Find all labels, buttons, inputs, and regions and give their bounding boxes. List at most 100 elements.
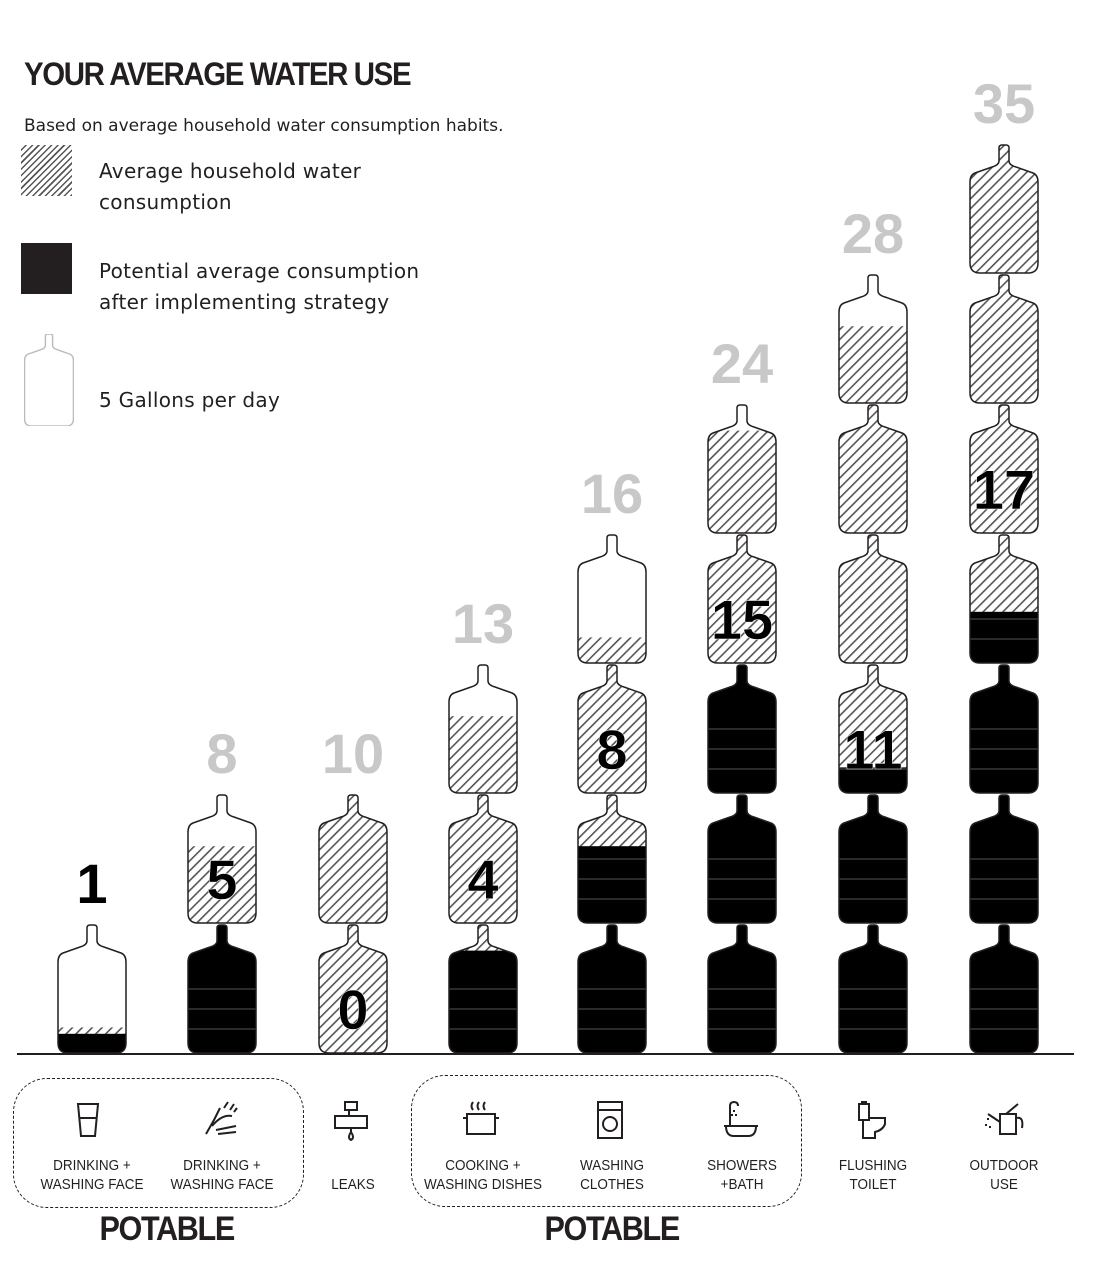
potential-value-label: 17 [973,458,1035,521]
average-value-label: 24 [711,332,773,395]
potential-fill [58,1033,126,1053]
potential-value-label: 15 [711,588,773,651]
average-fill [839,326,907,403]
bottle-icon [970,275,1038,403]
category-label-line1: FLUSHING [838,1157,908,1174]
legend-black-line2: after implementing strategy [99,290,390,314]
bottle-icon [970,145,1038,273]
average-fill [449,716,517,793]
subtitle: Based on average household water consump… [24,116,504,136]
potable-group-2 [411,1075,802,1207]
watering-can-icon [984,1100,1024,1146]
potential-value-label: 5 [206,848,237,911]
average-fill [578,637,646,663]
average-fill [319,795,387,923]
potential-value-label: 8 [596,718,627,781]
bar-column: 10 0 [318,722,388,1054]
category-label-line2: WASHING FACE [170,1176,274,1193]
bottle-icon [839,405,907,533]
bottle-icon [708,405,776,533]
average-fill [839,405,907,533]
potable-label-2: POTABLE [544,1210,680,1248]
category-label-line2: WASHING DISHES [423,1176,543,1193]
bottle-icon [970,795,1038,923]
category-label-line2: LEAKS [331,1176,375,1193]
bottle-icon [578,535,646,663]
legend-hatched-swatch [21,145,72,196]
bar-column: 35 17 [969,72,1039,1054]
category-label-line2: WASHING FACE [40,1176,144,1193]
category-label: COOKING + WASHING DISHES [420,1156,546,1194]
shower-bath-icon [722,1100,762,1146]
category-label-line1: SHOWERS [707,1157,777,1174]
cooking-pot-icon [463,1100,503,1146]
bottle-icon [578,795,646,923]
bottle-icon [839,795,907,923]
category-label: FLUSHING TOILET [810,1156,936,1194]
toilet-icon [853,1100,893,1146]
potable-label-1: POTABLE [99,1210,235,1248]
category-label: DRINKING + WASHING FACE [29,1156,155,1194]
category-label-line1: OUTDOOR [969,1157,1039,1174]
average-value-label: 16 [581,462,643,525]
legend-bottle-icon [24,334,74,426]
bar-column: 13 4 [448,592,518,1054]
potable-group-1 [13,1078,304,1208]
average-value-label: 1 [76,852,107,915]
category-label: SHOWERS +BATH [679,1156,805,1194]
legend-hatched-line2: consumption [99,190,232,214]
average-value-label: 8 [206,722,237,785]
glass-icon [72,1100,112,1146]
bottle-icon [58,925,126,1053]
potential-value-label: 11 [843,718,902,781]
bottle-icon [319,795,387,923]
bar-column: 16 8 [577,462,647,1054]
average-fill [188,846,256,923]
legend-hatched-label: Average household water consumption [99,156,361,218]
bottle-icon [188,925,256,1053]
average-fill [708,430,776,533]
bottle-icon [449,665,517,793]
bottle-icon [970,665,1038,793]
category-label: DRINKING + WASHING FACE [159,1156,285,1194]
category-label: OUTDOOR USE [941,1156,1067,1194]
page-title: YOUR AVERAGE WATER USE [24,56,412,92]
average-value-label: 35 [973,72,1035,135]
bar-column: 85 [187,722,257,1054]
washing-machine-icon [592,1100,632,1146]
bottle-icon [970,535,1038,663]
legend-hatched-line1: Average household water [99,159,362,183]
category-label-line2: USE [990,1176,1018,1193]
category-label-line2: TOILET [849,1176,897,1193]
potential-fill [449,950,517,1053]
washing-hands-icon [202,1100,242,1146]
legend-black-label: Potential average consumption after imple… [99,256,419,318]
average-value-label: 28 [842,202,904,265]
bar-column: 24 15 [707,332,777,1054]
category-label-line1: COOKING + [445,1157,521,1174]
potential-fill [839,767,907,793]
bar-column: 1 [57,852,127,1054]
category-label-line2: CLOTHES [580,1176,644,1193]
legend-black-line1: Potential average consumption [99,259,420,283]
average-fill [839,535,907,663]
bottle-icon [708,925,776,1053]
bottle-icon [449,925,517,1053]
bottle-icon [708,795,776,923]
average-fill [970,275,1038,403]
bottle-icon [708,665,776,793]
bottle-icon [839,275,907,403]
average-value-label: 10 [322,722,384,785]
bottle-icon [970,925,1038,1053]
leaking-pipe-icon [333,1100,373,1146]
baseline [17,1053,1074,1055]
potential-value-label: 0 [337,978,368,1041]
category-label: LEAKS [290,1156,416,1194]
potential-fill [970,611,1038,663]
potential-value-label: 4 [467,848,498,911]
bar-column: 28 11 [838,202,908,1054]
bottle-icon [839,925,907,1053]
potential-fill [578,846,646,923]
